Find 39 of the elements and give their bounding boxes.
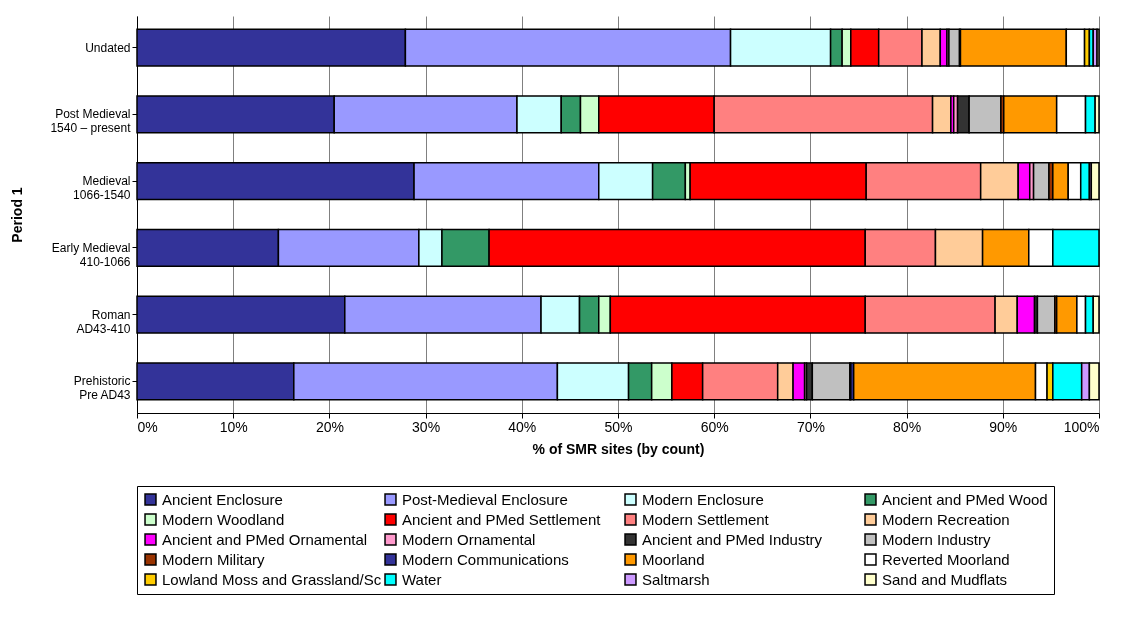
x-axis-title: % of SMR sites (by count) (532, 440, 705, 457)
y-tick-label: Early Medieval 410-1066 (51, 240, 131, 269)
legend-label: Modern Industry (882, 530, 991, 548)
legend-label: Modern Military (162, 550, 266, 568)
x-tick-label: 100% (1063, 418, 1100, 435)
legend-label: Modern Ornamental (402, 530, 536, 548)
x-tick-label: 90% (989, 418, 1018, 435)
legend-label: Ancient and PMed Wood (882, 490, 1048, 508)
y-tick-label: Roman AD43-410 (76, 307, 131, 336)
y-axis-title: Period 1 (9, 187, 26, 243)
x-tick-label: 0% (137, 418, 158, 435)
x-tick-label: 30% (412, 418, 441, 435)
legend-label: Modern Enclosure (642, 490, 764, 508)
legend-label: Post-Medieval Enclosure (402, 490, 568, 508)
y-tick-label: Undated (85, 40, 131, 55)
x-tick-label: 70% (796, 418, 825, 435)
legend-label: Ancient Enclosure (162, 490, 283, 508)
legend-label: Modern Woodland (162, 510, 285, 528)
y-tick-label: Prehistoric Pre AD43 (73, 374, 131, 403)
legend-label: Water (402, 570, 442, 588)
x-tick-label: 60% (700, 418, 729, 435)
legend-label: Sand and Mudflats (882, 570, 1008, 588)
x-tick-label: 10% (219, 418, 248, 435)
x-tick-label: 80% (893, 418, 922, 435)
legend-label: Moorland (642, 550, 705, 568)
legend-label: Modern Recreation (882, 510, 1010, 528)
x-tick-label: 50% (604, 418, 633, 435)
y-tick-label: Post Medieval 1540 – present (50, 107, 132, 136)
x-tick-label: 20% (315, 418, 344, 435)
legend-label: Ancient and PMed Settlement (402, 510, 602, 528)
legend-label: Modern Communications (402, 550, 569, 568)
legend-label: Reverted Moorland (882, 550, 1010, 568)
legend-label: Ancient and PMed Ornamental (162, 530, 368, 548)
legend-label: Saltmarsh (642, 570, 710, 588)
legend-label: Ancient and PMed Industry (642, 530, 823, 548)
x-tick-label: 40% (508, 418, 537, 435)
y-tick-label: Medieval 1066-1540 (73, 174, 131, 203)
legend-label: Modern Settlement (642, 510, 770, 528)
legend-label: Lowland Moss and Grassland/Sc (162, 570, 382, 588)
